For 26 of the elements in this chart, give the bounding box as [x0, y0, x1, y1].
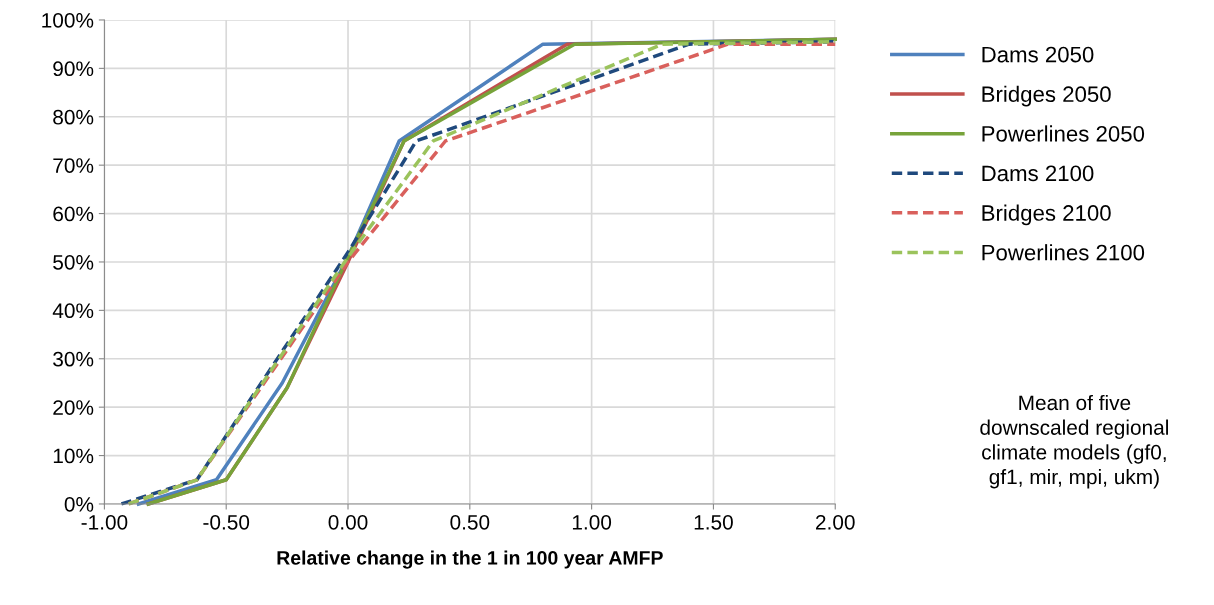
y-tick-label: 80% [53, 109, 94, 125]
legend-label: Bridges 2100 [982, 204, 1111, 226]
y-tick-label: 40% [52, 303, 94, 319]
y-tick-label: 20% [53, 400, 94, 415]
x-tick-label: 0.50 [450, 514, 490, 530]
x-tick-label: -0.50 [203, 514, 250, 530]
y-tick-label: 90% [53, 61, 94, 77]
y-tick-label: 70% [53, 158, 94, 173]
x-tick-label: 0.00 [328, 514, 368, 530]
x-tick-label: -1.00 [81, 514, 128, 530]
y-tick-label: 0% [64, 496, 94, 512]
legend-label: Bridges 2050 [982, 85, 1111, 107]
y-tick-label: 60% [53, 206, 94, 222]
x-tick-label: 2.00 [816, 514, 855, 530]
y-tick-label: 50% [53, 254, 94, 270]
x-axis-title: Relative change in the 1 in 100 year AMFP [277, 550, 663, 569]
legend-label: Dams 2050 [982, 46, 1094, 63]
y-tick-label: 100% [42, 12, 94, 28]
legend-label: Powerlines 2050 [982, 125, 1145, 142]
x-tick-label: 1.50 [694, 514, 733, 530]
text: Mean of five downscaled regional climate models (gf0, gf1, mir, mpi, ukm) [980, 394, 1168, 489]
y-tick-label: 10% [53, 448, 94, 464]
legend-label: Powerlines 2100 [982, 244, 1145, 261]
y-tick-label: 30% [53, 351, 94, 367]
x-tick-label: 1.00 [572, 514, 612, 530]
legend-label: Dams 2100 [982, 165, 1094, 182]
